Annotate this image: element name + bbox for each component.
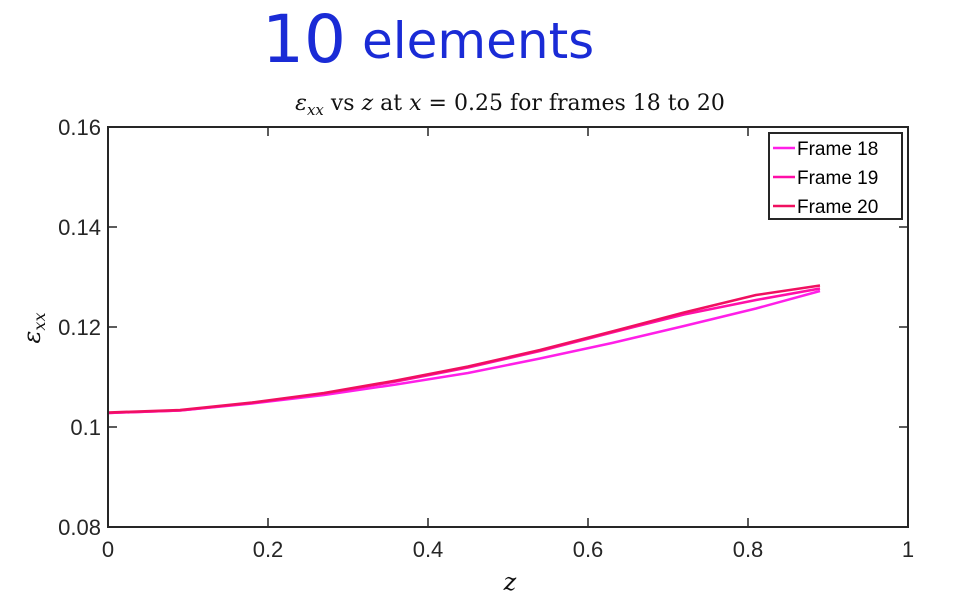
y-tick-label: 0.16	[58, 115, 101, 140]
title-var-sub: xx	[307, 101, 324, 119]
title-var: ε	[295, 91, 307, 116]
legend-label: Frame 19	[797, 168, 878, 189]
legend-label: Frame 20	[797, 197, 878, 218]
x-tick-label: 0	[102, 537, 114, 562]
title-z-var: z	[361, 91, 374, 116]
x-tick-label: 1	[902, 537, 914, 562]
annotation-word: elements	[362, 12, 594, 70]
y-tick-label: 0.1	[70, 415, 101, 440]
chart-title: εxx vs z at x = 0.25 for frames 18 to 20	[295, 91, 725, 119]
x-tick-label: 0.4	[413, 537, 444, 562]
x-tick-label: 0.2	[253, 537, 284, 562]
title-eq: = 0.25 for frames 18 to 20	[422, 91, 725, 116]
x-tick-label: 0.6	[573, 537, 604, 562]
plot-frame	[107, 126, 909, 528]
series-line-frame-20	[107, 284, 821, 414]
y-tick-label: 0.12	[58, 315, 101, 340]
series-lines	[107, 284, 821, 415]
tick-labels: 0 0.2 0.4 0.6 0.8 1 0.08 0.1 0.12 0.14 0.16	[58, 115, 914, 562]
y-axis-label: εxx	[18, 313, 49, 344]
title-at: at	[373, 91, 409, 116]
annotation-number: 10	[262, 1, 346, 78]
y-tick-label: 0.08	[58, 515, 101, 540]
y-label-var: ε	[18, 331, 46, 344]
legend-label: Frame 18	[797, 139, 878, 160]
y-tick-label: 0.14	[58, 215, 101, 240]
x-tick-label: 0.8	[733, 537, 764, 562]
legend: Frame 18 Frame 19 Frame 20	[768, 132, 903, 220]
title-x-var: x	[409, 91, 422, 116]
handwritten-annotation: 10 elements	[262, 1, 594, 78]
x-axis-label: z	[503, 568, 517, 596]
y-label-sub: xx	[30, 313, 49, 331]
title-vs: vs	[324, 91, 362, 116]
